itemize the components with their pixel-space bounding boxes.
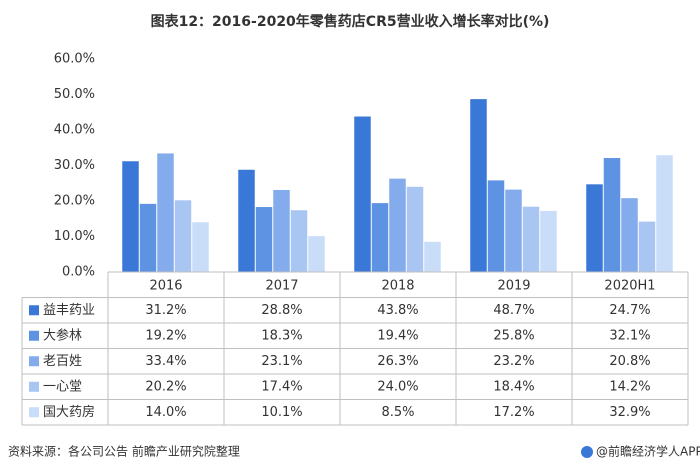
legend-label: 大参林 bbox=[43, 327, 82, 343]
bar bbox=[174, 200, 192, 272]
legend-label: 老百姓 bbox=[43, 354, 82, 369]
legend-swatch bbox=[29, 330, 39, 341]
value-label: 20.8% bbox=[609, 354, 650, 369]
bar bbox=[470, 99, 487, 273]
y-tick-label: 20.0% bbox=[54, 194, 95, 209]
value-label: 31.2% bbox=[145, 303, 186, 318]
value-label: 28.8% bbox=[261, 303, 302, 318]
bar bbox=[424, 241, 441, 272]
y-tick-label: 50.0% bbox=[54, 87, 95, 102]
bar bbox=[371, 203, 389, 272]
legend-label: 益丰药业 bbox=[43, 303, 95, 318]
value-label: 32.1% bbox=[609, 328, 650, 343]
value-label: 26.3% bbox=[377, 354, 418, 369]
x-tick-label: 2019 bbox=[497, 278, 530, 293]
value-label: 19.4% bbox=[377, 328, 418, 343]
value-label: 14.0% bbox=[145, 405, 186, 420]
value-label: 48.7% bbox=[493, 303, 534, 318]
bar bbox=[406, 186, 424, 272]
bar bbox=[122, 161, 139, 272]
legend-swatch bbox=[29, 407, 39, 418]
value-label: 10.1% bbox=[261, 405, 302, 420]
value-label: 17.4% bbox=[261, 379, 302, 394]
legend-swatch bbox=[29, 381, 39, 392]
value-label: 24.0% bbox=[377, 379, 418, 394]
value-label: 23.1% bbox=[261, 354, 302, 369]
bar bbox=[603, 158, 621, 272]
bar bbox=[656, 155, 673, 272]
chart-title: 图表12：2016-2020年零售药店CR5营业收入增长率对比(%) bbox=[151, 13, 550, 30]
value-label: 25.8% bbox=[493, 328, 534, 343]
bar bbox=[157, 153, 174, 272]
legend-label: 一心堂 bbox=[43, 379, 82, 394]
bar bbox=[139, 203, 157, 272]
credit: @前瞻经济学人APP bbox=[596, 444, 700, 459]
legend-swatch bbox=[29, 305, 39, 316]
value-label: 17.2% bbox=[493, 405, 534, 420]
bar bbox=[273, 189, 290, 272]
y-tick-label: 0.0% bbox=[62, 265, 95, 280]
bar bbox=[354, 116, 371, 272]
x-tick-label: 2017 bbox=[265, 278, 298, 293]
source-note: 资料来源：各公司公告 前瞻产业研究院整理 bbox=[8, 444, 240, 459]
bar bbox=[522, 206, 540, 272]
bar bbox=[192, 222, 209, 272]
value-label: 8.5% bbox=[381, 405, 414, 420]
value-label: 14.2% bbox=[609, 379, 650, 394]
value-label: 20.2% bbox=[145, 379, 186, 394]
x-tick-label: 2016 bbox=[149, 278, 182, 293]
value-label: 23.2% bbox=[493, 354, 534, 369]
value-label: 43.8% bbox=[377, 303, 418, 318]
bar bbox=[621, 198, 638, 272]
y-tick-label: 40.0% bbox=[54, 123, 95, 138]
value-label: 33.4% bbox=[145, 354, 186, 369]
value-label: 19.2% bbox=[145, 328, 186, 343]
bar bbox=[255, 207, 273, 272]
value-label: 32.9% bbox=[609, 405, 650, 420]
value-label: 18.3% bbox=[261, 328, 302, 343]
bar bbox=[308, 236, 325, 272]
x-tick-label: 2018 bbox=[381, 278, 414, 293]
x-tick-label: 2020H1 bbox=[604, 278, 655, 293]
bar bbox=[487, 180, 505, 272]
value-label: 24.7% bbox=[609, 303, 650, 318]
brand-icon bbox=[581, 446, 593, 458]
bar bbox=[638, 221, 656, 272]
value-label: 18.4% bbox=[493, 379, 534, 394]
y-tick-label: 60.0% bbox=[54, 52, 95, 67]
y-tick-label: 10.0% bbox=[54, 229, 95, 244]
bar bbox=[290, 210, 308, 272]
legend-label: 国大药房 bbox=[43, 404, 95, 420]
legend-swatch bbox=[29, 356, 39, 367]
bar bbox=[238, 169, 255, 272]
bar bbox=[389, 178, 406, 272]
bar bbox=[586, 184, 603, 272]
bar bbox=[505, 189, 522, 272]
bar bbox=[540, 210, 557, 272]
y-tick-label: 30.0% bbox=[54, 158, 95, 173]
